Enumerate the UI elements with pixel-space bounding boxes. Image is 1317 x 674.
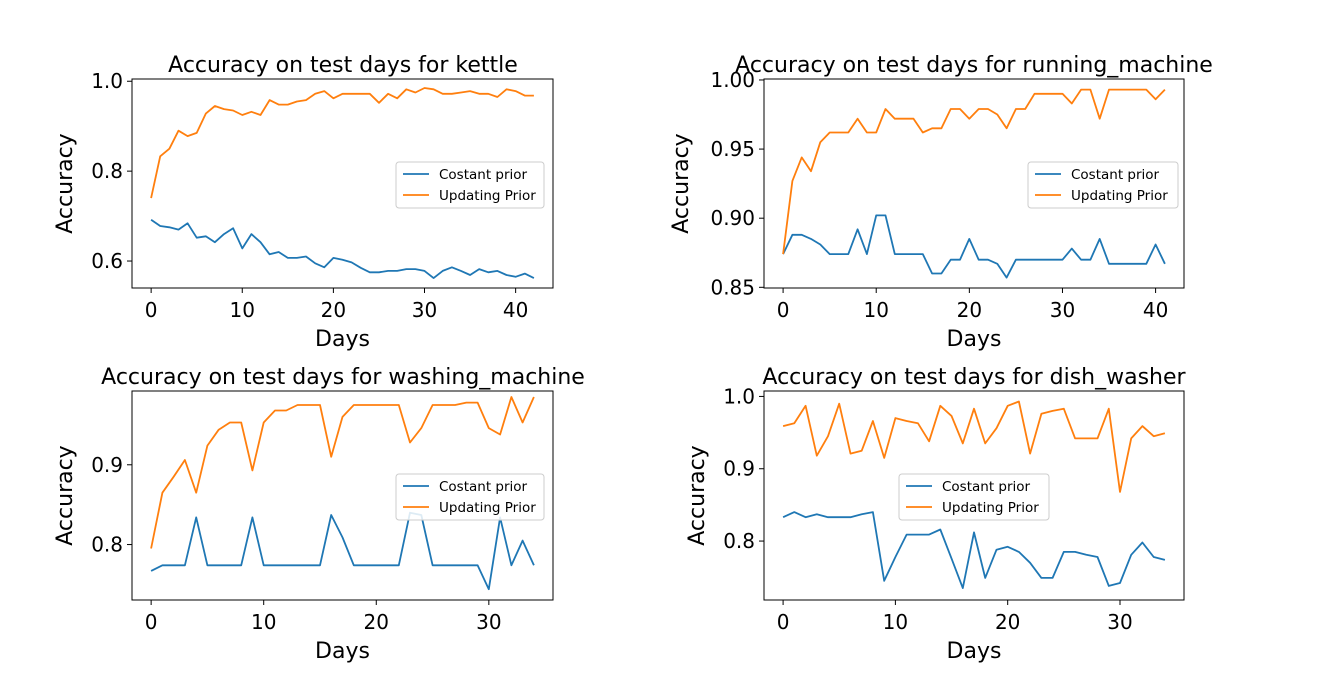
series-line-updating-prior xyxy=(782,88,1166,255)
subplot-title: Accuracy on test days for running_machin… xyxy=(735,53,1213,78)
x-tick-label: 10 xyxy=(883,610,908,634)
legend-label: Costant prior xyxy=(439,479,528,495)
x-tick-label: 30 xyxy=(1107,610,1132,634)
x-axis-label: Days xyxy=(315,327,370,352)
x-tick-label: 10 xyxy=(863,298,888,322)
legend: Costant prior Updating Prior xyxy=(395,161,545,209)
y-tick-label: 0.8 xyxy=(91,159,123,183)
series-line-updating-prior xyxy=(150,396,535,549)
axes-frame xyxy=(763,390,1185,601)
subplot-title: Accuracy on test days for dish_washer xyxy=(762,365,1186,390)
x-tick-label: 30 xyxy=(412,298,437,322)
subplot-title: Accuracy on test days for washing_machin… xyxy=(101,365,585,390)
y-axis-label: Accuracy xyxy=(685,445,710,545)
y-tick-label: 0.9 xyxy=(723,457,755,481)
y-tick-label: 0.8 xyxy=(723,529,755,553)
x-tick-label: 0 xyxy=(777,610,790,634)
y-tick-label: 1.0 xyxy=(723,384,755,408)
axes-frame xyxy=(763,78,1185,289)
series-line-constant-prior xyxy=(150,511,535,591)
x-tick-label: 10 xyxy=(251,610,276,634)
series-line-constant-prior xyxy=(150,218,535,280)
y-axis-label: Accuracy xyxy=(53,133,78,233)
x-tick-label: 0 xyxy=(145,610,158,634)
series-line-updating-prior xyxy=(782,400,1166,493)
series-group xyxy=(782,400,1166,589)
series-line-constant-prior xyxy=(782,214,1166,279)
legend: Costant prior Updating Prior xyxy=(395,473,545,521)
series-line-constant-prior xyxy=(782,511,1166,589)
y-tick-label: 0.95 xyxy=(710,137,755,161)
legend-label: Costant prior xyxy=(1071,167,1160,183)
series-group xyxy=(150,396,535,591)
x-tick-label: 0 xyxy=(777,298,790,322)
y-tick-label: 0.85 xyxy=(710,275,755,299)
x-axis-label: Days xyxy=(315,639,370,664)
legend-box xyxy=(395,473,545,521)
legend-box xyxy=(1027,161,1179,209)
x-tick-label: 0 xyxy=(145,298,158,322)
legend: Costant prior Updating Prior xyxy=(898,473,1050,521)
y-axis-label: Accuracy xyxy=(669,133,694,233)
x-axis-label: Days xyxy=(947,327,1002,352)
legend-box xyxy=(395,161,545,209)
legend-box xyxy=(898,473,1050,521)
y-axis-label: Accuracy xyxy=(53,445,78,545)
x-tick-label: 10 xyxy=(230,298,255,322)
subplot-1: 0 10 20 30 40 0.6 0.8 1.0 Accuracy on test days … xyxy=(53,53,554,352)
y-tick-label: 1.0 xyxy=(91,69,123,93)
axes-frame xyxy=(131,390,554,601)
x-tick-label: 30 xyxy=(1050,298,1075,322)
x-tick-label: 20 xyxy=(321,298,346,322)
legend-label: Updating Prior xyxy=(942,500,1039,516)
y-tick-label: 0.6 xyxy=(91,249,123,273)
x-tick-label: 40 xyxy=(1143,298,1168,322)
subplot-title: Accuracy on test days for kettle xyxy=(168,53,518,78)
x-tick-label: 30 xyxy=(476,610,501,634)
subplot-3: 0 10 20 30 0.8 0.9 Accuracy on test days for w… xyxy=(53,365,585,664)
x-tick-label: 20 xyxy=(957,298,982,322)
y-tick-label: 0.8 xyxy=(91,533,123,557)
x-tick-label: 20 xyxy=(364,610,389,634)
legend-label: Updating Prior xyxy=(439,500,536,516)
x-axis-label: Days xyxy=(947,639,1002,664)
series-group xyxy=(150,87,535,280)
y-tick-label: 0.9 xyxy=(91,453,123,477)
legend-label: Updating Prior xyxy=(439,188,536,204)
legend: Costant prior Updating Prior xyxy=(1027,161,1179,209)
y-tick-label: 0.90 xyxy=(710,206,755,230)
x-tick-label: 20 xyxy=(995,610,1020,634)
legend-label: Costant prior xyxy=(942,479,1031,495)
y-tick-label: 1.00 xyxy=(710,68,755,92)
subplot-4: 0 10 20 30 0.8 0.9 1.0 Accuracy on test days fo… xyxy=(685,365,1187,664)
series-line-updating-prior xyxy=(150,87,534,199)
legend-label: Costant prior xyxy=(439,167,528,183)
axes-frame xyxy=(131,78,554,289)
x-tick-label: 40 xyxy=(503,298,528,322)
series-group xyxy=(782,88,1166,279)
legend-label: Updating Prior xyxy=(1071,188,1168,204)
